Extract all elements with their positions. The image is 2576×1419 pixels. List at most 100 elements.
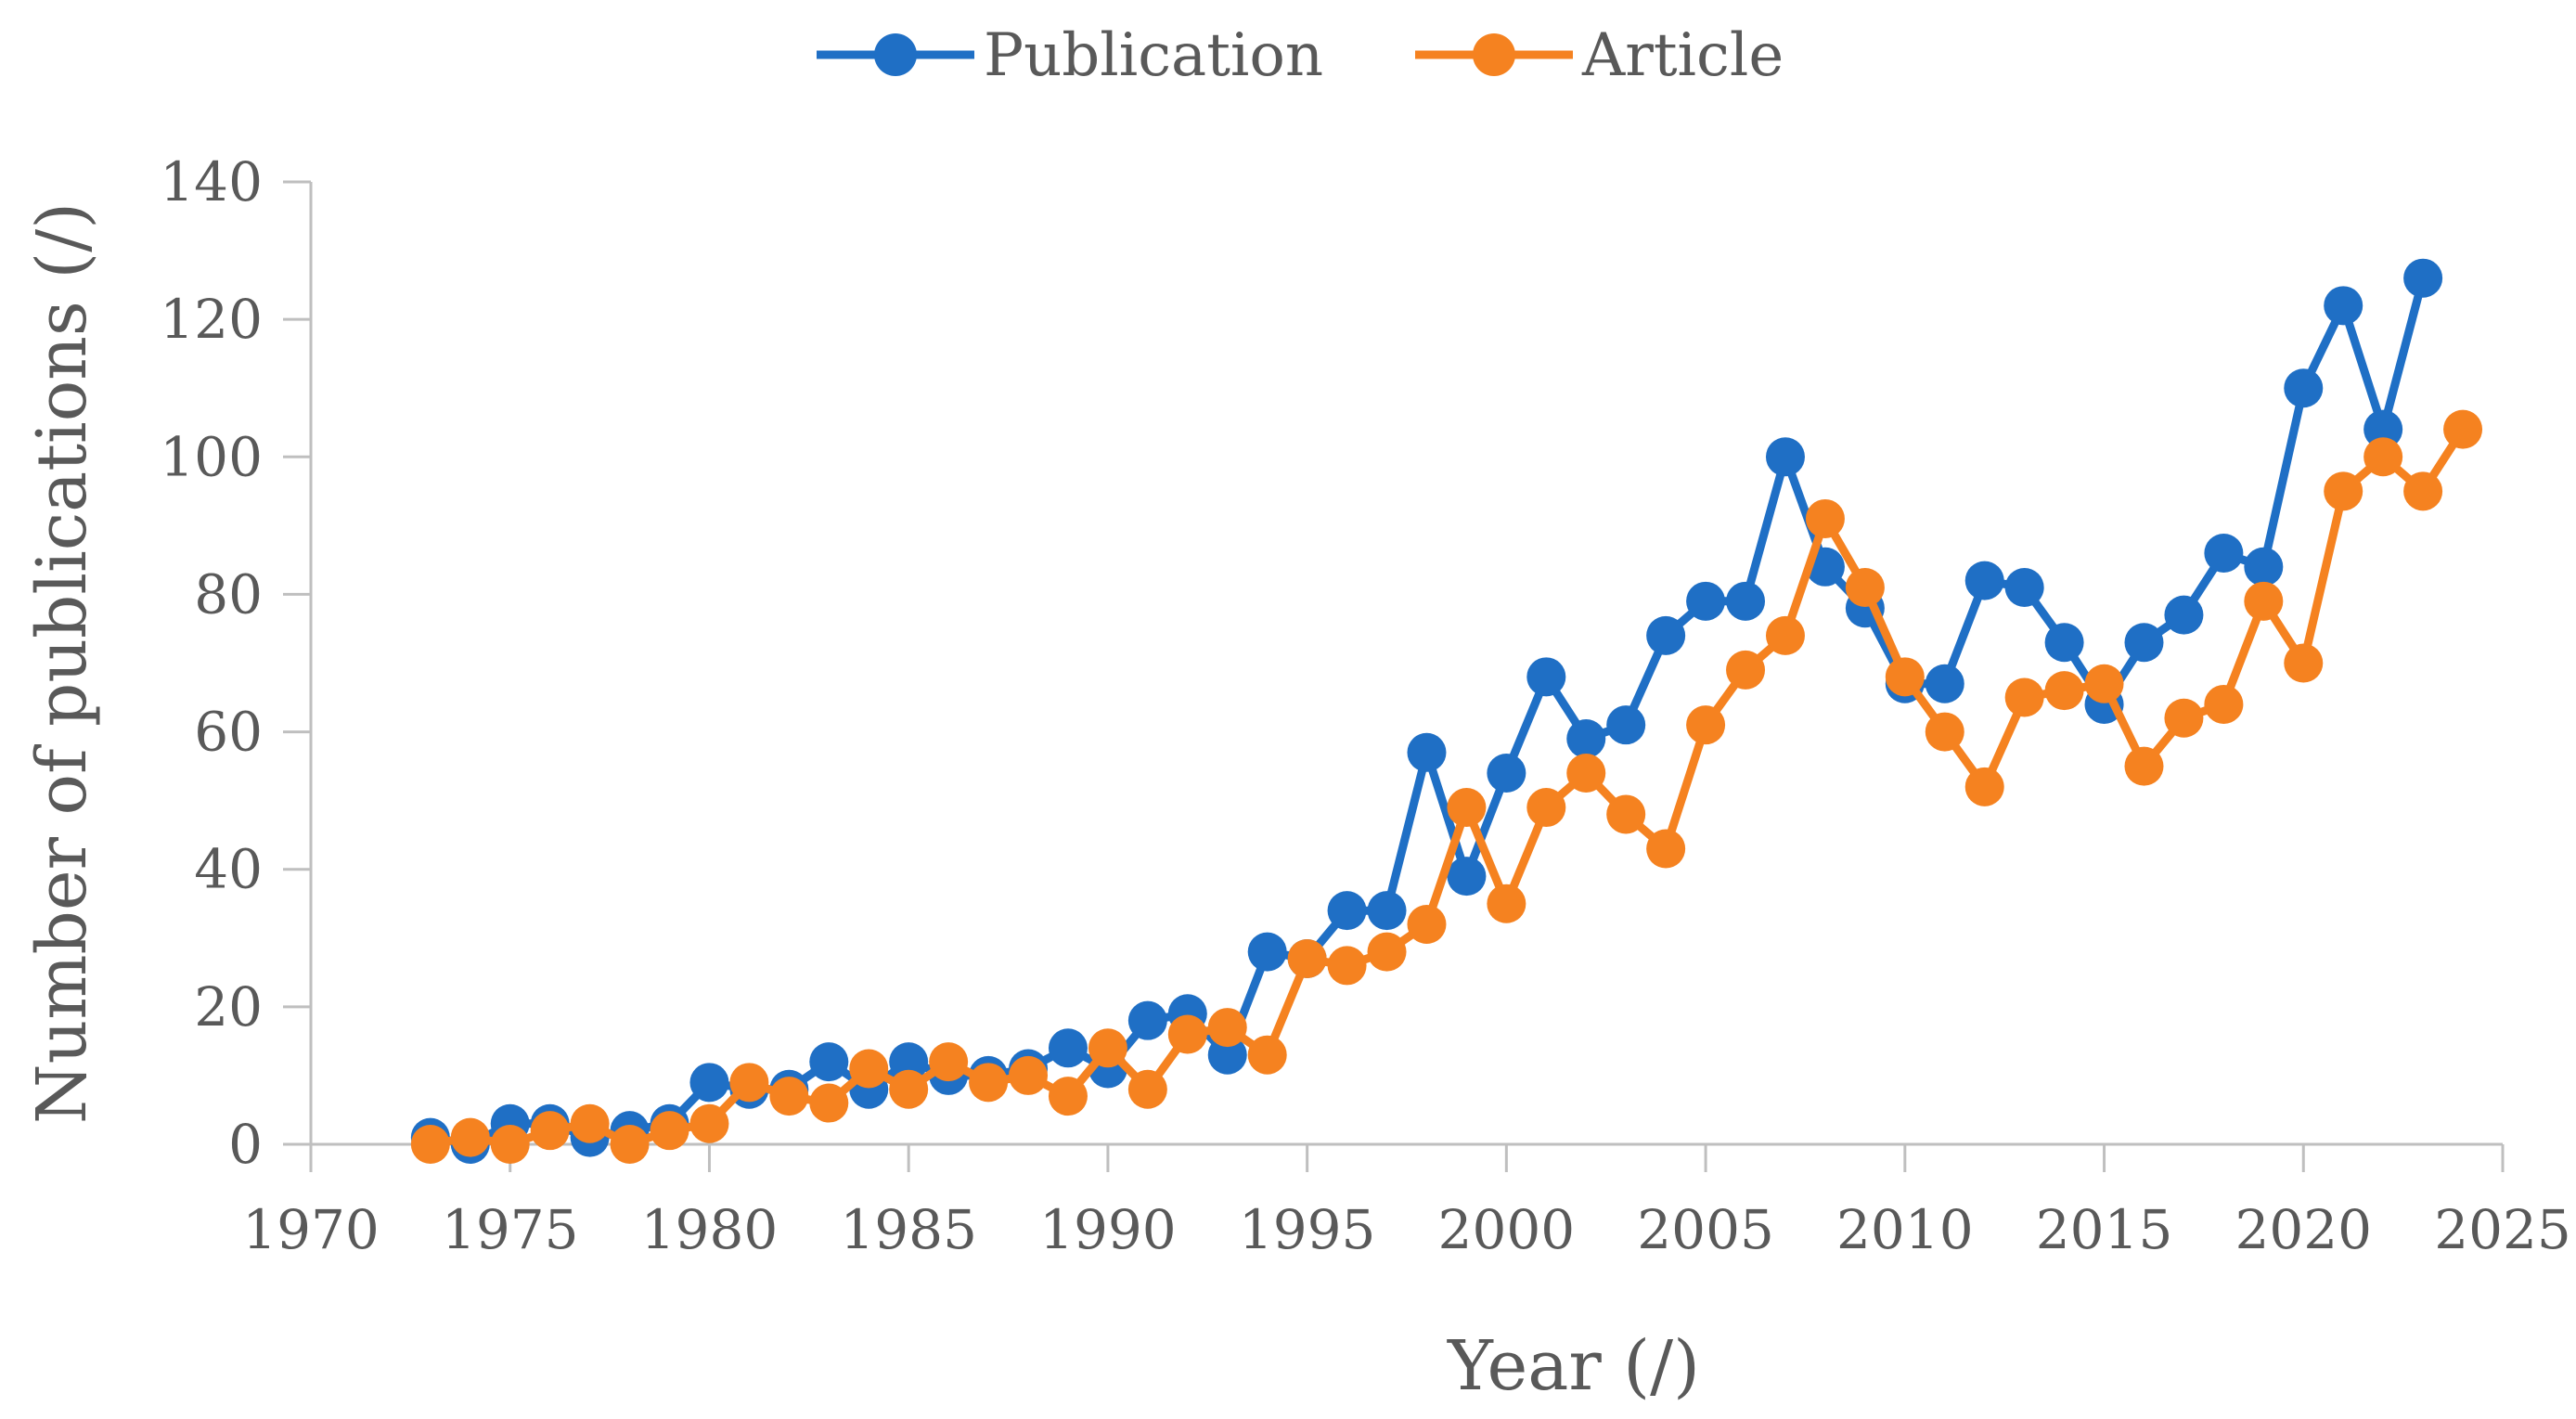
y-axis-title: Number of publications (/)	[22, 202, 102, 1124]
data-point	[1247, 1035, 1287, 1075]
x-tick-label: 2015	[2036, 1198, 2173, 1261]
series-line	[430, 427, 2467, 1149]
data-point	[1048, 1028, 1088, 1068]
x-tick-label: 1970	[242, 1198, 380, 1261]
data-point	[1964, 561, 2004, 600]
data-point	[1726, 581, 1766, 621]
data-point	[1606, 794, 1646, 834]
y-tick-label: 20	[194, 975, 263, 1038]
data-point	[1964, 767, 2004, 806]
data-point	[2004, 568, 2044, 608]
data-point	[1009, 1055, 1049, 1095]
data-point	[450, 1117, 490, 1157]
data-point	[1686, 705, 1726, 745]
data-point	[1686, 581, 1726, 621]
data-point	[2204, 684, 2244, 724]
data-point	[2004, 677, 2044, 717]
data-point	[1207, 1035, 1247, 1075]
y-tick-label: 60	[194, 701, 263, 764]
data-point	[1726, 650, 1766, 690]
data-point	[1487, 754, 1526, 793]
data-point	[769, 1077, 809, 1116]
data-point	[1167, 1014, 1207, 1054]
data-point	[729, 1063, 769, 1103]
series-layer	[410, 258, 2483, 1164]
x-tick-label: 1990	[1039, 1198, 1177, 1261]
data-point	[1526, 788, 1566, 828]
data-point	[1127, 1069, 1167, 1109]
data-point	[2164, 595, 2204, 635]
data-point	[2403, 471, 2443, 511]
x-tick-label: 1975	[442, 1198, 579, 1261]
data-point	[410, 1125, 450, 1164]
legend-label: Article	[1581, 21, 1784, 90]
legend: Publication Article	[817, 21, 1784, 90]
data-point	[2164, 698, 2204, 738]
data-point	[1526, 657, 1566, 697]
data-point	[1048, 1077, 1088, 1116]
data-point	[2363, 409, 2403, 449]
y-tick-label: 80	[194, 562, 263, 626]
x-tick-label: 2020	[2235, 1198, 2372, 1261]
y-tick-label: 40	[194, 838, 263, 901]
data-point	[1367, 932, 1407, 972]
series-article	[410, 409, 2483, 1164]
y-tick-label: 140	[160, 150, 263, 213]
x-tick-label: 2010	[1836, 1198, 1974, 1261]
data-point	[2044, 623, 2084, 663]
series-line	[430, 277, 2428, 1149]
data-point	[2204, 533, 2244, 573]
data-point	[1646, 829, 1686, 869]
series-publication	[410, 258, 2443, 1164]
data-point	[1088, 1028, 1127, 1068]
data-point	[1646, 615, 1686, 655]
data-point	[1207, 1008, 1247, 1048]
data-point	[2403, 258, 2443, 298]
data-point	[1447, 857, 1487, 897]
data-point	[689, 1063, 729, 1103]
legend-item-publication: Publication	[817, 21, 1323, 90]
data-point	[2244, 581, 2284, 621]
data-point	[929, 1042, 969, 1082]
data-point	[610, 1125, 650, 1164]
data-point	[1885, 657, 1925, 697]
legend-marker	[874, 33, 917, 76]
data-point	[969, 1063, 1009, 1103]
x-tick-label: 2025	[2434, 1198, 2571, 1261]
data-point	[1925, 712, 1964, 752]
data-point	[689, 1103, 729, 1143]
data-point	[490, 1125, 530, 1164]
data-point	[530, 1111, 570, 1151]
data-point	[1407, 732, 1447, 772]
data-point	[1566, 754, 1606, 793]
data-point	[1127, 1000, 1167, 1040]
data-point	[1765, 437, 1805, 477]
data-point	[2044, 671, 2084, 711]
data-point	[1765, 615, 1805, 655]
x-tick-label: 1980	[641, 1198, 779, 1261]
data-point	[849, 1049, 889, 1089]
data-point	[2244, 547, 2284, 587]
data-point	[2284, 643, 2324, 683]
data-point	[2284, 368, 2324, 408]
data-point	[2084, 664, 2124, 703]
data-point	[1566, 718, 1606, 758]
data-point	[889, 1042, 929, 1082]
x-tick-label: 2000	[1438, 1198, 1576, 1261]
data-point	[2324, 286, 2363, 326]
y-tick-label: 0	[228, 1113, 263, 1176]
x-axis-title: Year (/)	[1447, 1326, 1700, 1406]
data-point	[1247, 932, 1287, 972]
y-tick-label: 100	[160, 425, 263, 488]
data-point	[2324, 471, 2363, 511]
data-point	[1327, 946, 1367, 986]
data-point	[1287, 939, 1327, 979]
data-point	[809, 1083, 849, 1123]
data-point	[1327, 891, 1367, 931]
data-point	[1805, 498, 1845, 538]
data-point	[650, 1111, 689, 1151]
data-point	[2124, 623, 2164, 663]
x-tick-label: 2005	[1637, 1198, 1774, 1261]
